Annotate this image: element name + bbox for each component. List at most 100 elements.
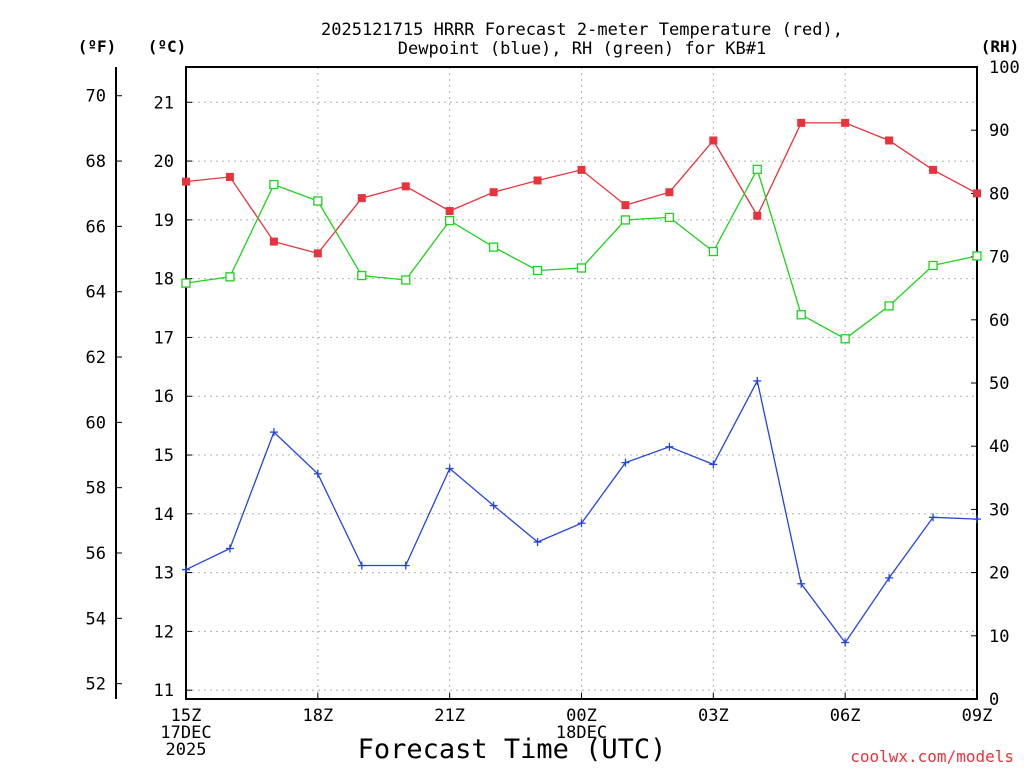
rh-tick-label: 50 <box>989 374 1009 394</box>
temperature-point <box>885 136 894 145</box>
temperature-point <box>577 165 586 174</box>
rh-point <box>269 179 279 190</box>
x-tick-label: 17DEC <box>160 723 211 743</box>
rh-tick-label: 90 <box>989 121 1009 141</box>
x-tick-label: 06Z <box>830 706 861 726</box>
temperature-point <box>533 176 542 185</box>
rh-point <box>532 265 543 276</box>
temperature-point <box>225 172 234 181</box>
dewpoint-point <box>709 460 718 469</box>
rh-point <box>313 196 323 206</box>
temperature-point <box>269 237 278 246</box>
rh-point <box>752 164 762 175</box>
temperature-point <box>973 189 981 198</box>
fahrenheit-tick-label: 54 <box>86 609 106 629</box>
rh-tick-label: 10 <box>989 627 1009 647</box>
rh-point <box>225 272 235 282</box>
rh-point <box>664 212 675 223</box>
rh-tick-label: 20 <box>989 564 1009 584</box>
celsius-tick-label: 19 <box>154 211 174 231</box>
temperature-point <box>665 188 674 197</box>
dewpoint-point <box>401 561 410 570</box>
temperature-point <box>445 207 454 216</box>
dewpoint-point <box>753 376 762 385</box>
x-tick-label: 2025 <box>166 740 207 760</box>
fahrenheit-tick-label: 56 <box>86 544 106 564</box>
rh-point <box>796 310 806 320</box>
axes <box>115 66 978 700</box>
x-tick-label: 18Z <box>302 706 333 726</box>
fahrenheit-tick-label: 62 <box>86 348 106 368</box>
celsius-tick-label: 17 <box>154 328 174 348</box>
temperature-point <box>182 177 190 186</box>
rh-point <box>357 270 367 281</box>
rh-point <box>445 215 455 226</box>
gridlines <box>186 67 977 699</box>
fahrenheit-tick-label: 66 <box>86 217 106 237</box>
rh-tick-label: 40 <box>989 437 1009 457</box>
dewpoint-point <box>182 565 190 574</box>
rh-point <box>840 334 850 344</box>
rh-point <box>181 278 191 288</box>
temperature-point <box>621 201 630 210</box>
dewpoint-point <box>357 561 366 570</box>
temperature-point <box>797 118 806 127</box>
celsius-unit-label: (ºC) <box>148 37 187 56</box>
celsius-tick-label: 15 <box>154 446 174 466</box>
x-tick-label: 09Z <box>962 706 993 726</box>
chart-title-line1: 2025121715 HRRR Forecast 2-meter Tempera… <box>321 20 843 40</box>
x-tick-label: 15Z <box>171 706 202 726</box>
dewpoint-point <box>929 513 938 522</box>
dewpoint-point <box>973 515 981 524</box>
fahrenheit-tick-label: 58 <box>86 479 106 499</box>
x-tick-label: 21Z <box>434 706 465 726</box>
temperature-point <box>929 165 938 174</box>
celsius-tick-label: 14 <box>154 505 174 525</box>
temperature-point <box>841 118 850 127</box>
fahrenheit-tick-label: 70 <box>86 87 106 107</box>
rh-tick-label: 80 <box>989 184 1009 204</box>
chart-title-line2: Dewpoint (blue), RH (green) for KB#1 <box>398 39 766 59</box>
x-tick-label: 18DEC <box>556 723 607 743</box>
rh-point <box>708 246 718 257</box>
dewpoint-point <box>533 538 542 547</box>
dewpoint-point <box>313 469 322 478</box>
celsius-tick-label: 16 <box>154 387 174 407</box>
dewpoint-point <box>225 544 234 553</box>
rh-point <box>401 275 411 285</box>
source-credit: coolwx.com/models <box>850 747 1014 766</box>
rh-point <box>928 260 938 271</box>
celsius-tick-label: 11 <box>154 681 174 701</box>
temperature-point <box>357 194 366 203</box>
celsius-tick-label: 13 <box>154 564 174 584</box>
rh-point <box>488 242 499 252</box>
series-layer <box>181 118 982 647</box>
dewpoint-point <box>621 458 630 467</box>
temperature-point <box>401 182 410 191</box>
rh-point <box>620 215 631 225</box>
rh-point <box>884 301 894 311</box>
dewpoint-point <box>885 573 894 582</box>
rh-point <box>576 263 587 273</box>
fahrenheit-tick-label: 60 <box>86 413 106 433</box>
temperature-point <box>709 136 718 145</box>
celsius-tick-label: 20 <box>154 152 174 172</box>
x-tick-label: 00Z <box>566 706 597 726</box>
fahrenheit-tick-label: 52 <box>86 675 106 695</box>
dewpoint-point <box>577 519 586 528</box>
dewpoint-point <box>841 638 850 647</box>
dewpoint-point <box>489 501 498 510</box>
temperature-point <box>489 188 498 197</box>
rh-tick-label: 0 <box>989 690 999 710</box>
rh-point <box>972 251 982 261</box>
celsius-tick-label: 12 <box>154 622 174 642</box>
rh-tick-label: 30 <box>989 500 1009 520</box>
temperature-point <box>313 249 322 258</box>
x-tick-label: 03Z <box>698 706 729 726</box>
rh-unit-label: (RH) <box>981 37 1020 56</box>
plot-frame <box>185 66 978 700</box>
rh-tick-label: 100 <box>989 58 1020 78</box>
temperature-point <box>753 211 762 220</box>
dewpoint-point <box>797 579 806 588</box>
